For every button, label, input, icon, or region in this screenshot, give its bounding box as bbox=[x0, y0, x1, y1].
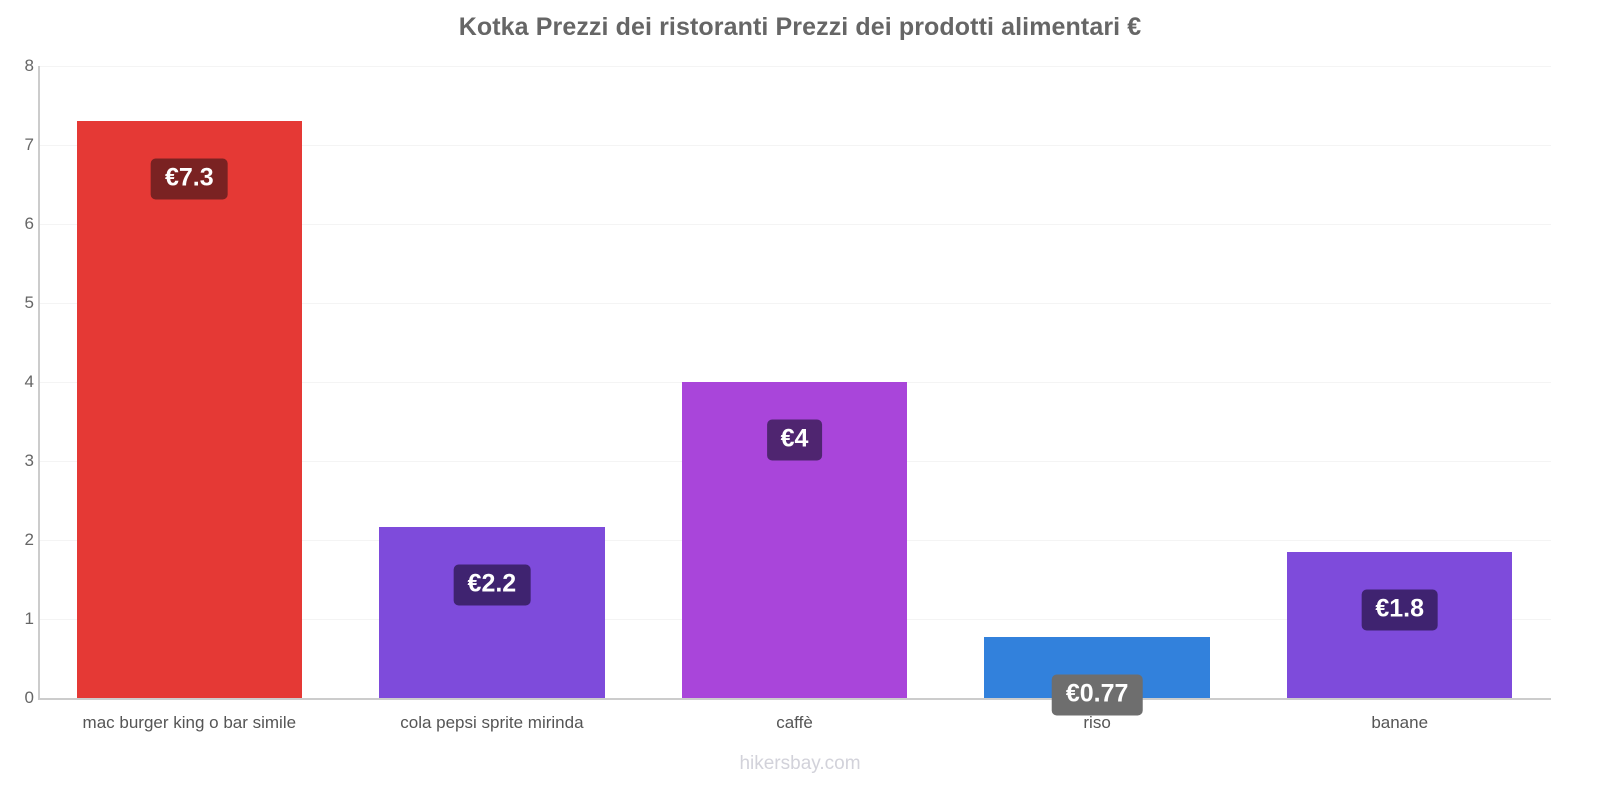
y-axis-tick-label: 5 bbox=[24, 293, 34, 312]
x-axis-category-label: cola pepsi sprite mirinda bbox=[400, 713, 584, 732]
bar-value-label: €0.77 bbox=[1051, 674, 1143, 716]
bar[interactable] bbox=[76, 121, 302, 698]
y-axis-line bbox=[38, 66, 40, 699]
y-axis-tick-label: 4 bbox=[24, 372, 34, 391]
bar-value-label: €7.3 bbox=[150, 158, 228, 200]
gridline bbox=[38, 224, 1551, 225]
chart-title: Kotka Prezzi dei ristoranti Prezzi dei p… bbox=[458, 13, 1142, 41]
bar-value-label: €1.8 bbox=[1361, 589, 1439, 631]
y-axis-tick-label: 2 bbox=[24, 530, 34, 549]
x-axis-category-label: banane bbox=[1371, 713, 1429, 732]
gridline bbox=[38, 145, 1551, 146]
bar-value-label: €2.2 bbox=[453, 564, 531, 606]
y-axis-tick-label: 1 bbox=[24, 609, 34, 628]
y-axis-tick-label: 6 bbox=[24, 214, 34, 233]
bar[interactable] bbox=[379, 526, 605, 698]
x-axis-category-label: caffè bbox=[776, 713, 813, 732]
gridline bbox=[38, 66, 1551, 67]
x-axis-line bbox=[38, 698, 1551, 700]
plot-area bbox=[38, 66, 1551, 698]
gridline bbox=[38, 303, 1551, 304]
y-axis-tick-label: 0 bbox=[24, 688, 34, 707]
bar-value-label: €4 bbox=[766, 419, 823, 461]
y-axis-tick-label: 8 bbox=[24, 56, 34, 75]
y-axis-tick-label: 7 bbox=[24, 135, 34, 154]
x-axis-category-label: mac burger king o bar simile bbox=[82, 713, 297, 732]
footer-credit: hikersbay.com bbox=[739, 753, 861, 774]
x-axis-category-label: riso bbox=[1083, 713, 1111, 732]
y-axis-tick-label: 3 bbox=[24, 451, 34, 470]
